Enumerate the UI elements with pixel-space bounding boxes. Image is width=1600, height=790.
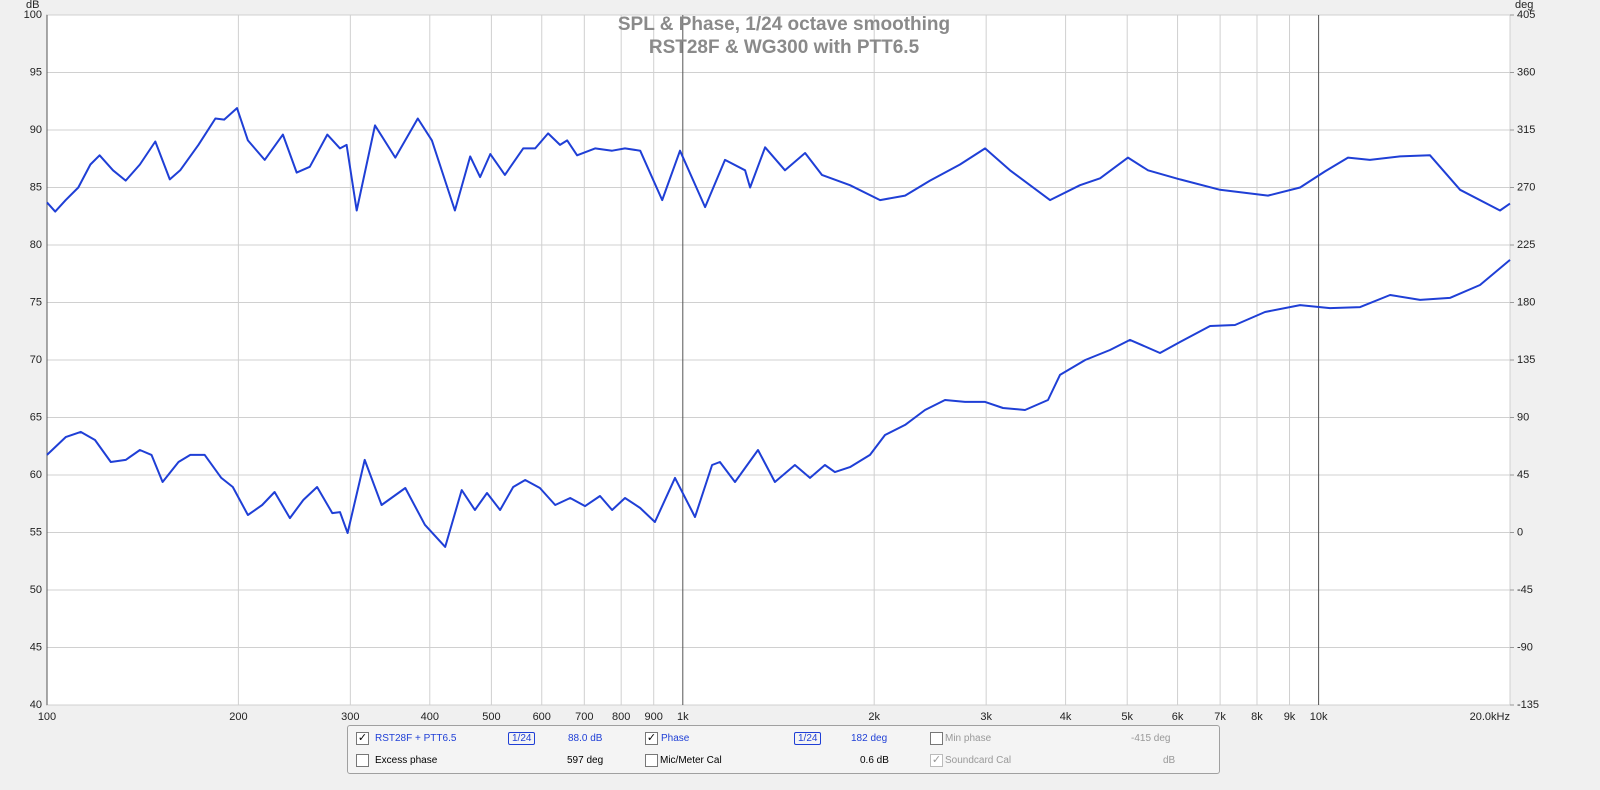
x-tick-label: 300 xyxy=(341,711,359,722)
checkbox[interactable]: ✓ xyxy=(645,732,658,745)
x-tick-label: 900 xyxy=(645,711,663,722)
chart-subtitle: RST28F & WG300 with PTT6.5 xyxy=(649,37,920,58)
y2-tick-label: 405 xyxy=(1517,9,1535,21)
y-tick-label: 45 xyxy=(30,641,42,653)
x-tick-label: 600 xyxy=(533,711,551,722)
x-tick-label: 1k xyxy=(677,711,689,722)
smoothing-button[interactable]: 1/24 xyxy=(794,732,822,745)
y-tick-label: 95 xyxy=(30,66,42,78)
legend-entry[interactable]: Phase xyxy=(661,733,690,744)
legend-entry: Soundcard Cal xyxy=(945,755,1012,766)
x-tick-label: 6k xyxy=(1172,711,1184,722)
x-tick-label: 9k xyxy=(1284,711,1296,722)
x-tick-label: 500 xyxy=(482,711,500,722)
y2-tick-label: 45 xyxy=(1517,469,1529,481)
x-tick-label: 100 xyxy=(38,711,56,722)
y-tick-label: 100 xyxy=(24,9,42,21)
x-tick-label: 7k xyxy=(1214,711,1226,722)
y-tick-label: 65 xyxy=(30,411,42,423)
y2-tick-label: 0 xyxy=(1517,526,1523,538)
x-tick-label: 5k xyxy=(1121,711,1133,722)
y-tick-label: 60 xyxy=(30,469,42,481)
checkbox[interactable] xyxy=(645,754,658,767)
y-tick-label: 80 xyxy=(30,239,42,251)
y2-tick-label: 315 xyxy=(1517,124,1535,136)
y2-tick-label: 135 xyxy=(1517,354,1535,366)
checkbox[interactable] xyxy=(930,732,943,745)
readout: 597 deg xyxy=(567,755,604,766)
smoothing-button[interactable]: 1/24 xyxy=(508,732,536,745)
legend-panel: ✓ RST28F + PTT6.5 1/24 88.0 dB ✓ Phase 1… xyxy=(347,725,1220,774)
checkbox[interactable]: ✓ xyxy=(356,732,369,745)
y2-tick-label: 360 xyxy=(1517,66,1535,78)
y2-tick-label: 225 xyxy=(1517,239,1535,251)
y-axis-unit: dB xyxy=(26,0,39,11)
x-tick-label: 20.0kHz xyxy=(1470,711,1510,722)
readout: 0.6 dB xyxy=(860,755,889,766)
x-tick-label: 10k xyxy=(1310,711,1328,722)
readout: -415 deg xyxy=(1131,733,1171,744)
y2-axis-unit: deg xyxy=(1515,0,1533,11)
y2-tick-label: 180 xyxy=(1517,296,1535,308)
y2-tick-label: -135 xyxy=(1517,699,1539,711)
legend-entry[interactable]: RST28F + PTT6.5 xyxy=(375,733,457,744)
x-tick-label: 400 xyxy=(421,711,439,722)
y2-tick-label: -90 xyxy=(1517,641,1533,653)
x-tick-label: 200 xyxy=(229,711,247,722)
chart: SPL & Phase, 1/24 octave smoothing RST28… xyxy=(24,0,1539,723)
x-tick-label: 8k xyxy=(1251,711,1263,722)
y-tick-label: 85 xyxy=(30,181,42,193)
readout: 88.0 dB xyxy=(568,733,603,744)
series-line xyxy=(46,259,1511,548)
y-tick-label: 55 xyxy=(30,526,42,538)
checkbox: ✓ xyxy=(930,754,943,767)
y2-tick-label: 90 xyxy=(1517,411,1529,423)
series-line xyxy=(46,107,1511,213)
legend-entry[interactable]: Mic/Meter Cal xyxy=(660,755,722,766)
chart-title: SPL & Phase, 1/24 octave smoothing xyxy=(618,14,950,35)
checkbox[interactable] xyxy=(356,754,369,767)
readout: dB xyxy=(1163,755,1176,766)
readout: 182 deg xyxy=(851,733,888,744)
y2-tick-label: -45 xyxy=(1517,584,1533,596)
y-tick-label: 40 xyxy=(30,699,42,711)
y-tick-label: 90 xyxy=(30,124,42,136)
x-tick-label: 800 xyxy=(612,711,630,722)
x-tick-label: 4k xyxy=(1060,711,1072,722)
x-tick-label: 2k xyxy=(868,711,880,722)
legend-entry[interactable]: Min phase xyxy=(945,733,992,744)
x-tick-label: 700 xyxy=(575,711,593,722)
y-tick-label: 50 xyxy=(30,584,42,596)
y-tick-label: 70 xyxy=(30,354,42,366)
y-tick-label: 75 xyxy=(30,296,42,308)
legend-entry[interactable]: Excess phase xyxy=(375,755,438,766)
x-tick-label: 3k xyxy=(980,711,992,722)
y2-tick-label: 270 xyxy=(1517,181,1535,193)
